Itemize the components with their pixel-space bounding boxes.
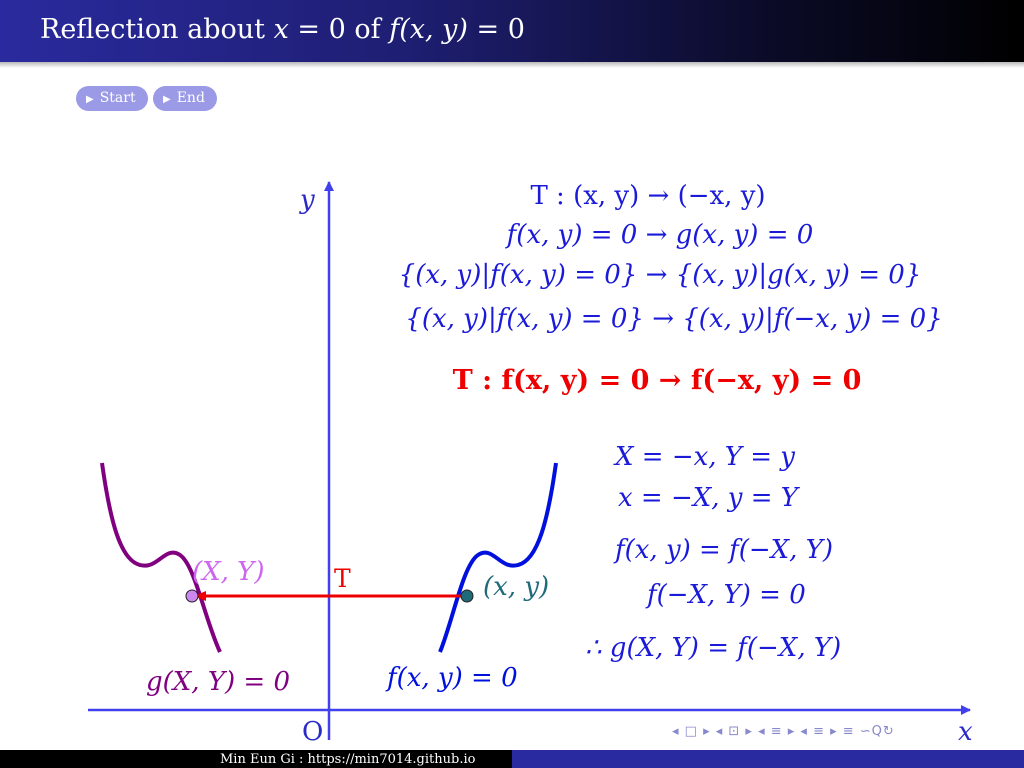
beamer-navigation[interactable]: ◂ □ ▸ ◂ ⊡ ▸ ◂ ≡ ▸ ◂ ≡ ▸ ≡ ∽Q↻ [672,724,895,739]
substitution-3: f(x, y) = f(−X, Y) [613,535,833,565]
original-point [460,589,474,603]
play-icon: ▶ [86,94,94,105]
play-icon: ▶ [163,94,171,105]
footer-left [0,750,512,768]
footer-right [512,750,1024,768]
equation-transform: T : (x, y) → (−x, y) [530,181,765,211]
original-curve [438,462,558,653]
title-bar: Reflection about x = 0 of f(x, y) = 0 [0,0,1024,68]
slide-title: Reflection about x = 0 of f(x, y) = 0 [40,14,525,45]
y-axis-label: y [299,185,315,215]
conclusion: ∴ g(X, Y) = f(−X, Y) [585,633,841,663]
footer: Min Eun Gi : https://min7014.github.io [0,750,1024,768]
equation-mapping: f(x, y) = 0 → g(x, y) = 0 [505,220,814,250]
substitution-4: f(−X, Y) = 0 [645,580,806,610]
arrow-label: T [334,564,351,593]
substitution-1: X = −x, Y = y [613,442,795,472]
original-curve-label: f(x, y) = 0 [385,663,518,693]
substitution-2: x = −X, y = Y [618,483,801,513]
result-equation: T : f(x, y) = 0 → f(−x, y) = 0 [453,365,862,396]
title-shadow [0,62,1024,68]
x-axis-label: x [958,717,973,747]
end-button[interactable]: ▶ End [153,86,217,111]
reflected-point-label: (X, Y) [192,557,265,587]
equation-set-substituted: {(x, y)|f(x, y) = 0} → {(x, y)|f(−x, y) … [405,304,942,334]
reflected-curve-label: g(X, Y) = 0 [146,667,290,697]
original-point-label: (x, y) [483,572,549,602]
start-button[interactable]: ▶ Start [76,86,148,111]
reflected-point [185,589,199,603]
footer-credit: Min Eun Gi : https://min7014.github.io [220,752,476,767]
origin-label: O [302,717,323,747]
equation-set-mapping: {(x, y)|f(x, y) = 0} → {(x, y)|g(x, y) =… [399,260,922,290]
